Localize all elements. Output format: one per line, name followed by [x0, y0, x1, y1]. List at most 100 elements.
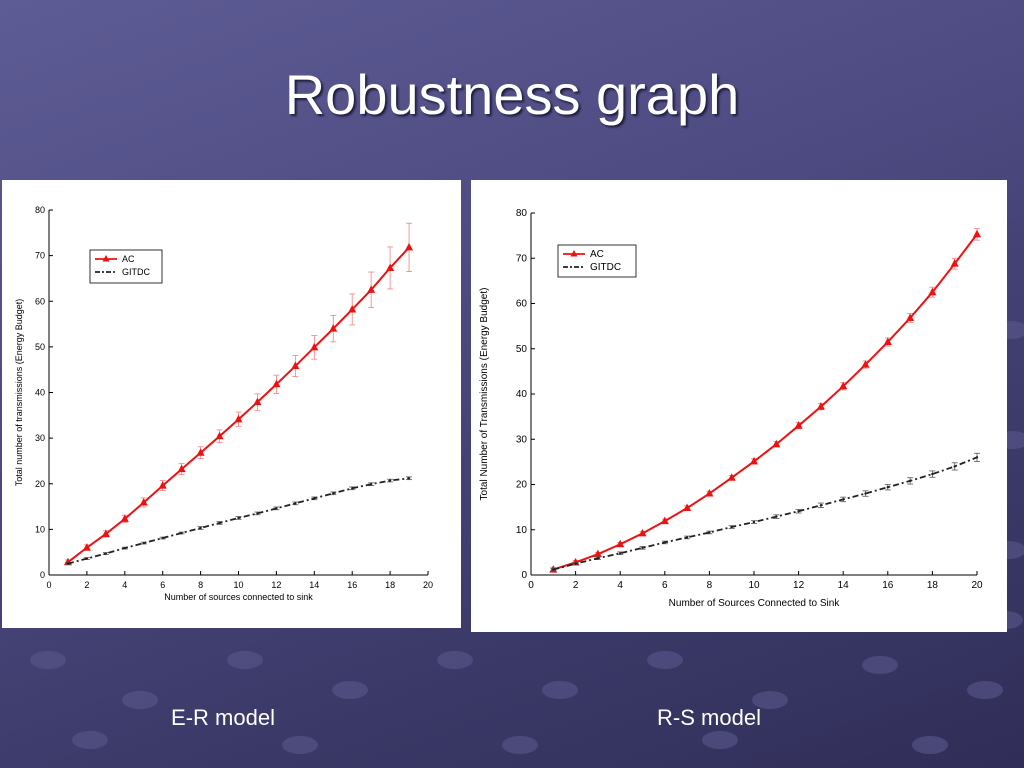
gitdc-point — [161, 536, 164, 540]
ac-point — [120, 514, 129, 522]
x-tick-label: 18 — [927, 580, 939, 591]
ac-point — [883, 337, 892, 345]
y-tick-label: 40 — [516, 389, 528, 400]
gitdc-point — [908, 479, 912, 483]
chart-panel-rs: 0 2 4 6 8 10 12 14 16 18 20 0 10 20 30 40 50 60 70 80 Number… — [471, 180, 1007, 632]
gitdc-point — [199, 526, 202, 530]
gitdc-point — [218, 521, 221, 525]
gitdc-point — [641, 546, 644, 550]
ac-point — [348, 304, 357, 313]
gitdc-point — [256, 512, 259, 515]
gitdc-point — [619, 552, 622, 555]
gitdc-point — [237, 516, 240, 520]
gitdc-point — [574, 562, 577, 565]
x-tick-label: 10 — [233, 580, 243, 590]
ac-point — [158, 481, 167, 489]
ac-point — [272, 379, 281, 388]
gitdc-point — [388, 479, 392, 482]
ac-point — [705, 489, 714, 497]
y-tick-label: 0 — [521, 570, 527, 581]
gitdc-point — [552, 568, 555, 571]
er-model-chart: 0 2 4 6 8 10 12 14 16 18 20 0 10 20 30 40 50 60 70 80 Number… — [14, 205, 433, 602]
ac-point — [329, 324, 338, 332]
x-tick-label: 2 — [84, 580, 89, 590]
ac-legend-marker — [570, 250, 578, 257]
ac-point — [794, 421, 803, 429]
ac-point — [571, 557, 580, 566]
ac-point — [683, 503, 692, 512]
y-tick-label: 20 — [35, 479, 45, 489]
ac-point — [772, 439, 781, 448]
x-tick-label: 4 — [122, 580, 127, 590]
slide-title: Robustness graph — [284, 63, 740, 126]
ac-legend-marker — [102, 255, 110, 262]
x-tick-label: 12 — [271, 580, 281, 590]
gitdc-point — [596, 557, 600, 560]
y-tick-label: 20 — [516, 480, 528, 491]
ac-series-line — [67, 246, 410, 564]
ac-point — [861, 360, 870, 368]
gitdc-point — [351, 487, 354, 490]
x-tick-label: 0 — [528, 580, 534, 591]
gitdc-point — [313, 497, 316, 500]
ac-point — [839, 381, 848, 390]
x-tick-label: 18 — [385, 580, 395, 590]
ac-point — [177, 464, 186, 473]
legend-box — [89, 249, 163, 284]
gitdc-point — [708, 531, 711, 534]
gitdc-point — [180, 531, 183, 535]
gitdc-point — [931, 472, 934, 476]
x-tick-label: 20 — [971, 580, 983, 591]
x-tick-label: 8 — [198, 580, 203, 590]
x-tick-label: 0 — [46, 580, 51, 590]
x-tick-label: 16 — [882, 580, 894, 591]
gitdc-point — [142, 541, 145, 545]
y-tick-label: 60 — [516, 299, 528, 310]
gitdc-point — [66, 562, 70, 565]
ac-point — [928, 287, 937, 296]
gitdc-point — [294, 502, 297, 505]
ac-point — [727, 473, 736, 481]
y-tick-label: 60 — [35, 296, 45, 306]
x-tick-label: 2 — [573, 580, 579, 591]
ac-point — [367, 285, 376, 293]
ac-point — [310, 342, 319, 351]
gitdc-series-line — [67, 477, 410, 565]
gitdc-point — [369, 483, 373, 486]
chart-panel-er: 0 2 4 6 8 10 12 14 16 18 20 0 10 20 30 40 50 60 70 80 Number… — [2, 180, 461, 628]
y-tick-label: 50 — [516, 344, 528, 355]
ac-point — [950, 259, 959, 267]
y-tick-label: 40 — [35, 388, 45, 398]
gitdc-point — [407, 477, 411, 480]
gitdc-point — [85, 557, 89, 560]
x-tick-label: 6 — [662, 580, 668, 591]
x-tick-label: 10 — [748, 580, 760, 591]
y-tick-label: 10 — [516, 525, 528, 536]
y-tick-label: 30 — [516, 434, 528, 445]
ac-point — [139, 497, 148, 506]
gitdc-point — [730, 525, 733, 529]
ac-point — [215, 431, 224, 440]
legend-label: AC — [122, 254, 135, 264]
y-tick-label: 50 — [35, 342, 45, 352]
gitdc-point — [775, 515, 778, 518]
x-tick-label: 12 — [793, 580, 805, 591]
gitdc-point — [864, 492, 867, 495]
y-tick-label: 80 — [516, 208, 528, 219]
gitdc-point — [975, 456, 979, 459]
x-tick-label: 16 — [347, 580, 357, 590]
x-axis-label: Number of Sources Connected to Sink — [669, 598, 841, 609]
legend-label: GITDC — [122, 267, 150, 277]
x-axis-label: Number of sources connected to sink — [164, 592, 313, 602]
gitdc-point — [104, 552, 108, 555]
legend-box — [557, 244, 637, 278]
ac-point — [82, 543, 91, 551]
gitdc-point — [332, 492, 335, 495]
ac-point — [405, 242, 414, 251]
ac-point — [593, 549, 602, 558]
ac-point — [101, 529, 110, 537]
ac-point — [253, 397, 262, 406]
legend-label: GITDC — [590, 262, 621, 273]
ac-point — [234, 414, 243, 423]
x-tick-label: 6 — [160, 580, 165, 590]
